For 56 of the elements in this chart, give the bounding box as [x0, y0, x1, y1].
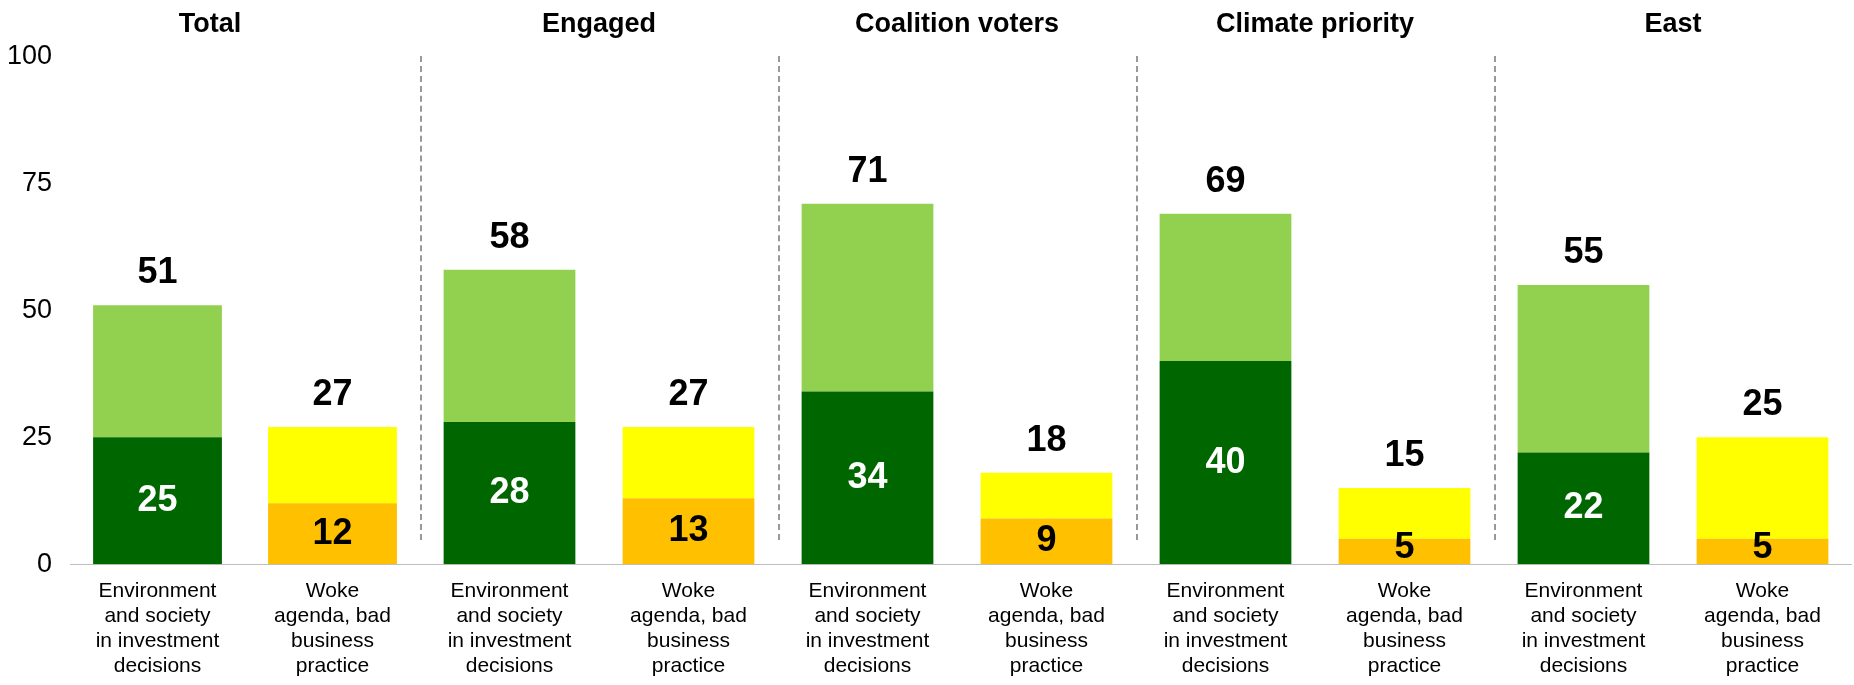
bar: [801, 203, 934, 392]
bar: [443, 269, 576, 423]
bar: [622, 498, 755, 565]
x-tick-label: Environment and society in investment decisions: [1521, 577, 1646, 677]
total-label: 55: [1563, 229, 1604, 271]
data-label: 25: [137, 477, 178, 519]
total-label: 25: [1742, 382, 1783, 424]
x-tick-label: Woke agenda, bad business practice: [988, 577, 1105, 677]
total-label: 71: [847, 148, 888, 190]
chart-title: Total: [178, 7, 242, 38]
bar: [1517, 452, 1650, 565]
data-label: 40: [1205, 439, 1246, 481]
data-label: 28: [489, 470, 530, 512]
y-tick-label: 25: [21, 420, 52, 451]
bar: [268, 427, 397, 504]
total-label: 27: [668, 372, 709, 414]
y-tick-label: 50: [21, 293, 52, 324]
bar: [801, 391, 934, 565]
x-tick-label: Woke agenda, bad business practice: [630, 577, 747, 677]
bar: [268, 503, 397, 565]
x-tick-label: Environment and society in investment decisions: [1163, 577, 1288, 677]
bar: [1517, 284, 1650, 453]
data-label: 22: [1563, 485, 1604, 527]
x-tick-label: Woke agenda, bad business practice: [274, 577, 391, 677]
data-label: 5: [1752, 525, 1773, 567]
bar: [443, 422, 576, 565]
total-label: 18: [1026, 417, 1067, 459]
bar: [980, 472, 1113, 519]
total-label: 51: [137, 250, 178, 292]
data-label: 34: [847, 454, 888, 496]
y-tick-label: 0: [36, 547, 52, 578]
x-tick-label: Woke agenda, bad business practice: [1704, 577, 1821, 677]
bar: [93, 437, 222, 565]
bar: [1159, 361, 1292, 565]
bar: [622, 427, 755, 499]
data-label: 9: [1036, 518, 1057, 560]
total-label: 69: [1205, 158, 1246, 200]
total-label: 15: [1384, 432, 1425, 474]
data-label: 5: [1394, 525, 1415, 567]
x-tick-label: Environment and society in investment decisions: [805, 577, 930, 677]
x-tick-label: Woke agenda, bad business practice: [1346, 577, 1463, 677]
data-label: 13: [668, 508, 709, 550]
chart-title: Climate priority: [1215, 7, 1415, 38]
x-tick-label: Environment and society in investment decisions: [447, 577, 572, 677]
data-label: 12: [312, 510, 353, 552]
total-label: 58: [489, 214, 530, 256]
y-tick-label: 75: [21, 166, 52, 197]
chart-title: East: [1644, 7, 1702, 38]
chart-title: Coalition voters: [854, 7, 1060, 38]
bar: [1159, 213, 1292, 362]
chart-title: Engaged: [541, 7, 657, 38]
y-tick-label: 100: [6, 39, 52, 70]
bar: [93, 305, 222, 438]
bar: [980, 518, 1113, 565]
total-label: 27: [312, 372, 353, 414]
x-tick-label: Environment and society in investment decisions: [95, 577, 220, 677]
